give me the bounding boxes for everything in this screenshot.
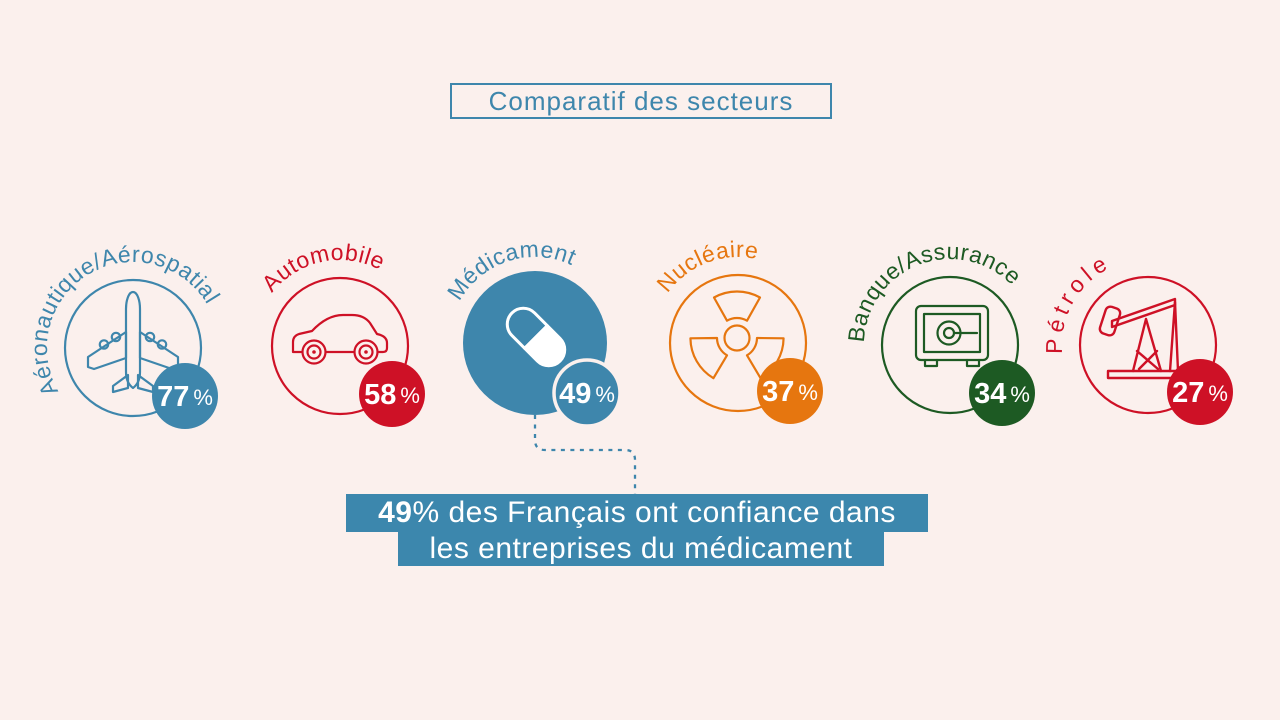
sector-circle: [270, 276, 410, 416]
percentage-value: 77%: [157, 381, 213, 413]
plane-icon: [86, 290, 180, 394]
percentage-value: 34%: [974, 378, 1030, 410]
percentage-badge: 77%: [152, 363, 218, 429]
callout-highlight-number: 49: [378, 496, 413, 529]
sector-circle: [63, 278, 203, 418]
badge-circle: [552, 358, 622, 428]
sector-banque-assurance: 34% Banque/Assurance: [843, 238, 1035, 426]
sector-circle: [668, 273, 808, 413]
sector-label: Pétrole: [1041, 248, 1115, 354]
sector-label: Automobile: [256, 239, 389, 297]
car-icon: [291, 313, 389, 365]
percentage-value: 27%: [1172, 377, 1228, 409]
percentage-value: 58%: [364, 379, 420, 411]
callout-line-2-text: les entreprises du médicament: [429, 532, 853, 565]
badge-circle: [152, 363, 218, 429]
percentage-badge: 49%: [552, 358, 622, 428]
sector-nucleaire: 37% Nucléaire: [651, 236, 823, 424]
sector-aeronautique-aerospatial: 77% Aéronautique/Aérospatial: [26, 241, 225, 429]
sector-medicament: 49% Médicament: [442, 236, 622, 428]
page-title-label: Comparatif des secteurs: [488, 85, 794, 116]
percentage-value: 49%: [559, 378, 615, 410]
callout-line-1-text: % des Français ont confiance dans: [412, 496, 896, 529]
sector-automobile: 58% Automobile: [256, 239, 425, 427]
percentage-badge: 34%: [969, 360, 1035, 426]
sector-label: Nucléaire: [651, 236, 760, 297]
pill-icon: [505, 306, 567, 368]
percentage-value: 37%: [762, 376, 818, 408]
callout-line-2: les entreprises du médicament: [398, 532, 884, 566]
callout-connector-line: [533, 415, 637, 497]
oil-pump-icon: [1098, 297, 1192, 380]
badge-circle: [1167, 359, 1233, 425]
sector-petrole: 27% Pétrole: [1041, 248, 1233, 425]
callout-line-1: 49% des Français ont confiance dans: [346, 494, 928, 532]
sector-label: Banque/Assurance: [843, 238, 1027, 343]
dashed-line: [533, 415, 637, 497]
badge-circle: [757, 358, 823, 424]
percentage-badge: 58%: [359, 361, 425, 427]
safe-icon: [914, 304, 990, 368]
badge-circle: [359, 361, 425, 427]
page-title: Comparatif des secteurs: [450, 83, 832, 119]
sector-circle: [1078, 275, 1218, 415]
percentage-badge: 37%: [757, 358, 823, 424]
badge-circle: [969, 360, 1035, 426]
sector-circle: [880, 275, 1020, 415]
percentage-badge: 27%: [1167, 359, 1233, 425]
